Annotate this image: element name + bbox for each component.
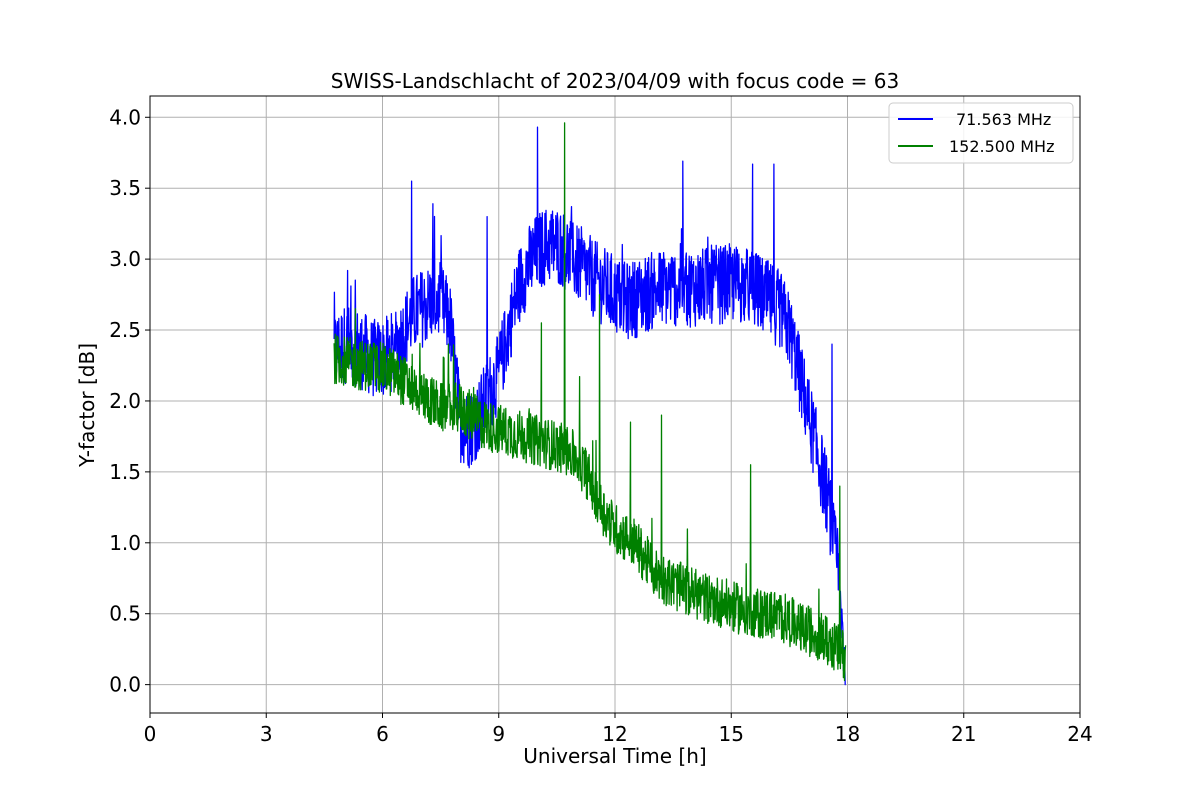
series-line-1 (333, 122, 847, 682)
legend: 71.563 MHz 152.500 MHz (888, 102, 1074, 164)
y-tick-label: 2.0 (109, 389, 141, 413)
y-tick-label: 4.0 (109, 105, 141, 129)
y-tick-label: 2.5 (109, 318, 141, 342)
x-axis: 0 3 6 9 12 15 18 21 24 (144, 713, 1093, 746)
legend-box (888, 102, 1074, 164)
chart-title: SWISS-Landschlacht of 2023/04/09 with fo… (331, 69, 899, 93)
x-tick-label: 24 (1067, 722, 1092, 746)
x-tick-label: 21 (951, 722, 976, 746)
x-tick-label: 15 (719, 722, 744, 746)
x-tick-label: 6 (376, 722, 389, 746)
x-axis-label: Universal Time [h] (523, 744, 706, 768)
y-tick-label: 0.0 (109, 673, 141, 697)
x-tick-label: 0 (144, 722, 157, 746)
y-tick-label: 1.0 (109, 531, 141, 555)
x-tick-label: 12 (602, 722, 627, 746)
x-tick-label: 18 (835, 722, 860, 746)
legend-label-152-mhz: 152.500 MHz (949, 137, 1054, 156)
grid (149, 96, 1081, 713)
legend-label-71-mhz: 71.563 MHz (956, 110, 1051, 129)
y-axis-label: Y-factor [dB] (75, 343, 99, 468)
y-tick-label: 3.5 (109, 176, 141, 200)
plot-area (333, 122, 847, 686)
y-tick-label: 3.0 (109, 247, 141, 271)
y-tick-label: 0.5 (109, 602, 141, 626)
x-tick-label: 3 (260, 722, 273, 746)
y-axis: 0.0 0.5 1.0 1.5 2.0 2.5 3.0 3.5 4.0 (109, 105, 150, 697)
x-tick-label: 9 (492, 722, 505, 746)
series-line-0 (333, 126, 846, 686)
y-tick-label: 1.5 (109, 460, 141, 484)
